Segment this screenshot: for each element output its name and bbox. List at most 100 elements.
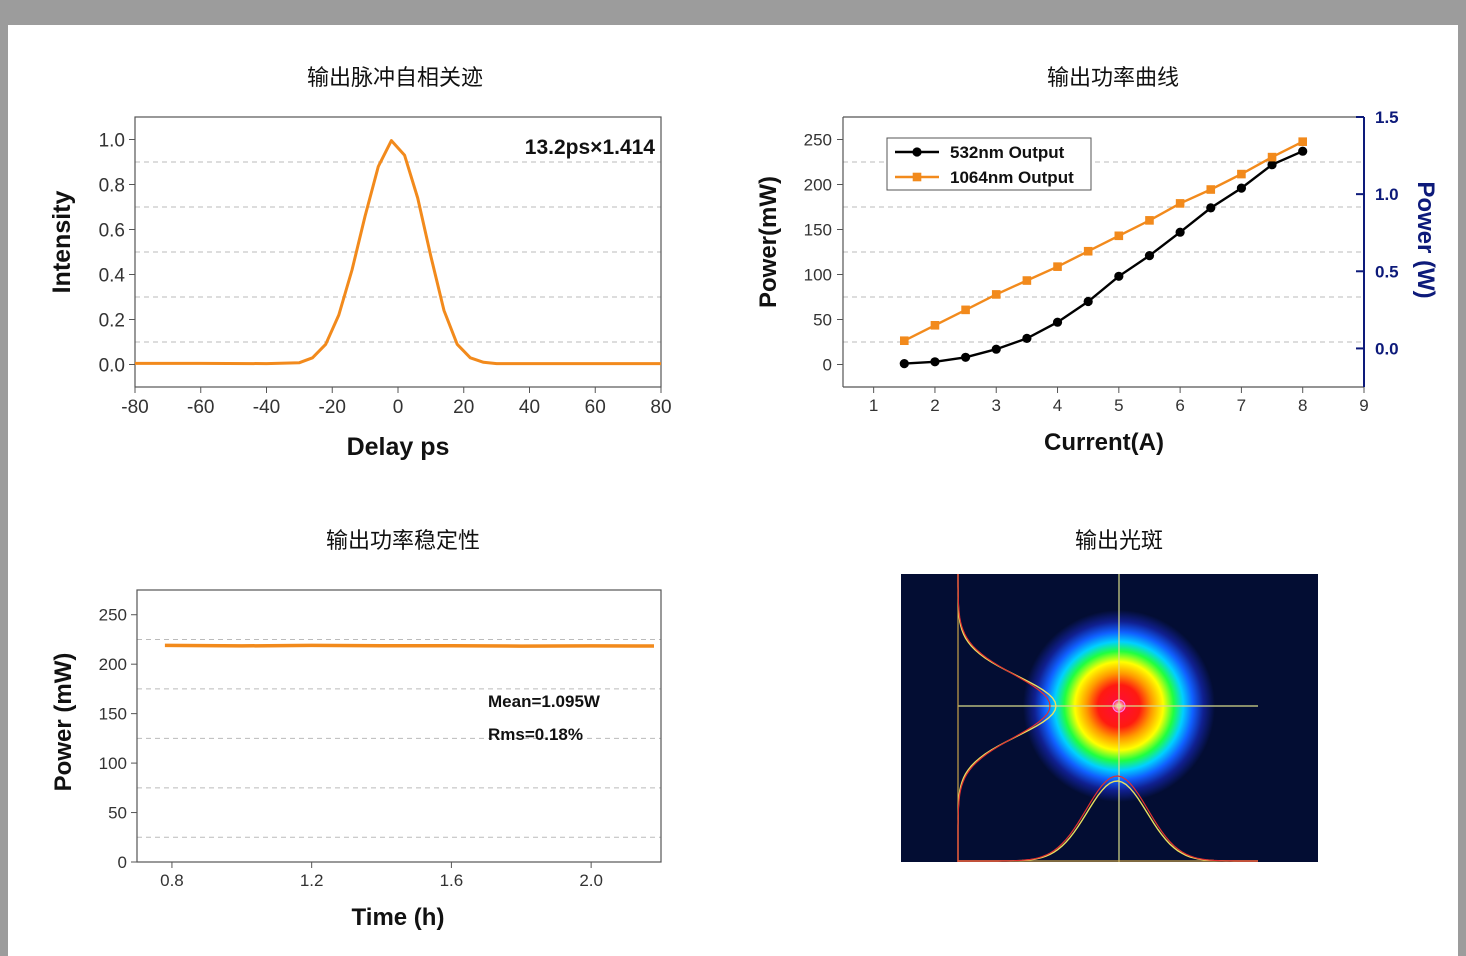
autocorrelation-chart: -80 -60 -40 -20 0 20 40 60 80 0.0 0.2 0.4 0.6 0.8 1.0 D…	[48, 116, 672, 461]
data-point-532nm	[1052, 317, 1063, 327]
data-point-532nm	[1022, 333, 1032, 343]
output-power-chart: 1 2 3 4 5 6 7 8 9 0 50 100 150 200 250 0.0 0.5 1.0 1.5 Curr…	[755, 108, 1439, 456]
x-tick-label: 5	[1114, 396, 1123, 415]
x-axis-label: Current(A)	[1044, 429, 1164, 456]
y-tick-label: 100	[99, 754, 127, 773]
data-point-532nm	[1267, 160, 1277, 170]
data-point-1064nm	[1267, 152, 1277, 162]
data-point-1064nm	[1298, 137, 1308, 146]
data-point-532nm	[1206, 203, 1216, 213]
data-point-532nm	[1175, 227, 1185, 237]
y-tick-label: 250	[804, 131, 832, 150]
y-tick-label: 0.8	[99, 176, 125, 197]
data-point-532nm	[1114, 271, 1124, 281]
profile-fit-horizontal	[958, 775, 1258, 862]
data-point-1064nm	[1145, 216, 1154, 225]
data-point-532nm	[930, 357, 940, 367]
data-point-1064nm	[1206, 185, 1216, 194]
plot-frame	[136, 589, 662, 863]
y-tick-label: 200	[804, 176, 832, 195]
profile-fit-vertical	[957, 574, 1051, 862]
legend-label: 1064nm Output	[950, 168, 1074, 187]
x-tick-label: 3	[992, 396, 1001, 415]
data-point-1064nm	[1237, 169, 1246, 179]
series-line-532nm	[904, 150, 1304, 365]
rms-annotation: Rms=0.18%	[488, 725, 583, 744]
data-point-1064nm	[1022, 276, 1032, 285]
data-point-532nm	[960, 352, 971, 362]
x-tick-label: 2.0	[579, 871, 603, 890]
y-right-tick-label: 1.0	[1375, 185, 1399, 204]
data-point-532nm	[991, 344, 1001, 354]
x-axis-label: Delay ps	[347, 433, 450, 461]
y-tick-label: 0	[823, 356, 832, 375]
data-point-1064nm	[899, 336, 909, 346]
y-right-tick-label: 0.5	[1375, 262, 1399, 281]
chart-title-autocorrelation: 输出脉冲自相关迹	[306, 66, 483, 91]
legend-marker-square	[912, 172, 922, 182]
series-line-autocorrelation	[135, 139, 661, 366]
y-tick-label: 150	[99, 705, 127, 724]
y-tick-label: 100	[804, 266, 832, 285]
beam-profile-title: 输出光斑	[1074, 529, 1163, 554]
data-point-532nm	[899, 359, 909, 369]
data-point-1064nm	[991, 290, 1001, 299]
x-tick-label: 2	[930, 396, 939, 415]
x-tick-label: 8	[1298, 396, 1307, 415]
series-line-1064nm	[903, 140, 1304, 342]
x-tick-label: 9	[1359, 396, 1368, 415]
legend-box	[886, 137, 1092, 191]
y-right-axis-label: Power (W)	[1412, 181, 1439, 298]
data-point-532nm	[1298, 146, 1308, 156]
data-point-1064nm	[1053, 262, 1062, 271]
data-point-1064nm	[1083, 246, 1093, 256]
y-right-tick-label: 1.5	[1375, 108, 1399, 127]
x-tick-label: 80	[650, 397, 671, 418]
x-tick-label: 1.2	[300, 871, 324, 890]
x-tick-label: -40	[253, 397, 280, 418]
y-tick-label: 50	[813, 311, 832, 330]
beam-profile-image	[901, 574, 1318, 862]
x-tick-label: -20	[319, 397, 346, 418]
chart-title-power-stability: 输出功率稳定性	[325, 529, 480, 554]
x-tick-label: 20	[453, 397, 474, 418]
x-tick-label: 60	[585, 397, 606, 418]
data-point-1064nm	[1175, 199, 1185, 208]
legend-marker-circle	[912, 147, 922, 157]
y-tick-label: 0.4	[99, 266, 126, 287]
x-tick-label: 7	[1237, 396, 1246, 415]
x-tick-label: 6	[1175, 396, 1184, 415]
x-axis-label: Time (h)	[352, 904, 445, 931]
x-tick-label: 1.6	[440, 871, 464, 890]
y-axis-label: Intensity	[48, 191, 76, 294]
y-tick-label: 0.0	[99, 356, 125, 377]
x-tick-label: -80	[121, 397, 148, 418]
y-right-tick-label: 0.0	[1375, 339, 1399, 358]
series-line-stability	[164, 643, 655, 648]
data-point-1064nm	[1114, 231, 1124, 241]
x-tick-label: 40	[519, 397, 540, 418]
data-point-1064nm	[930, 320, 940, 330]
data-point-532nm	[1144, 251, 1155, 261]
mean-annotation: Mean=1.095W	[488, 692, 601, 711]
y-tick-label: 0	[118, 853, 127, 872]
power-stability-chart: 0.8 1.2 1.6 2.0 0 50 100 150 200 250 Time (h) Power…	[50, 589, 662, 931]
data-point-532nm	[1083, 296, 1093, 307]
y-tick-label: 50	[108, 804, 127, 823]
y-tick-label: 150	[804, 221, 832, 240]
y-tick-label: 1.0	[99, 131, 125, 152]
pulse-width-annotation: 13.2ps×1.414	[525, 136, 656, 159]
x-tick-label: 1	[869, 396, 878, 415]
x-tick-label: 0.8	[160, 871, 184, 890]
x-tick-label: 0	[393, 397, 404, 418]
y-tick-label: 0.6	[99, 221, 125, 242]
y-tick-label: 200	[99, 655, 127, 674]
y-tick-label: 250	[99, 606, 127, 625]
x-tick-label: -60	[187, 397, 214, 418]
legend-label: 532nm Output	[950, 143, 1065, 162]
x-tick-label: 4	[1053, 396, 1062, 415]
y-axis-label: Power(mW)	[755, 176, 782, 308]
chart-title-output-power: 输出功率曲线	[1046, 66, 1179, 91]
y-axis-label: Power (mW)	[50, 653, 77, 792]
